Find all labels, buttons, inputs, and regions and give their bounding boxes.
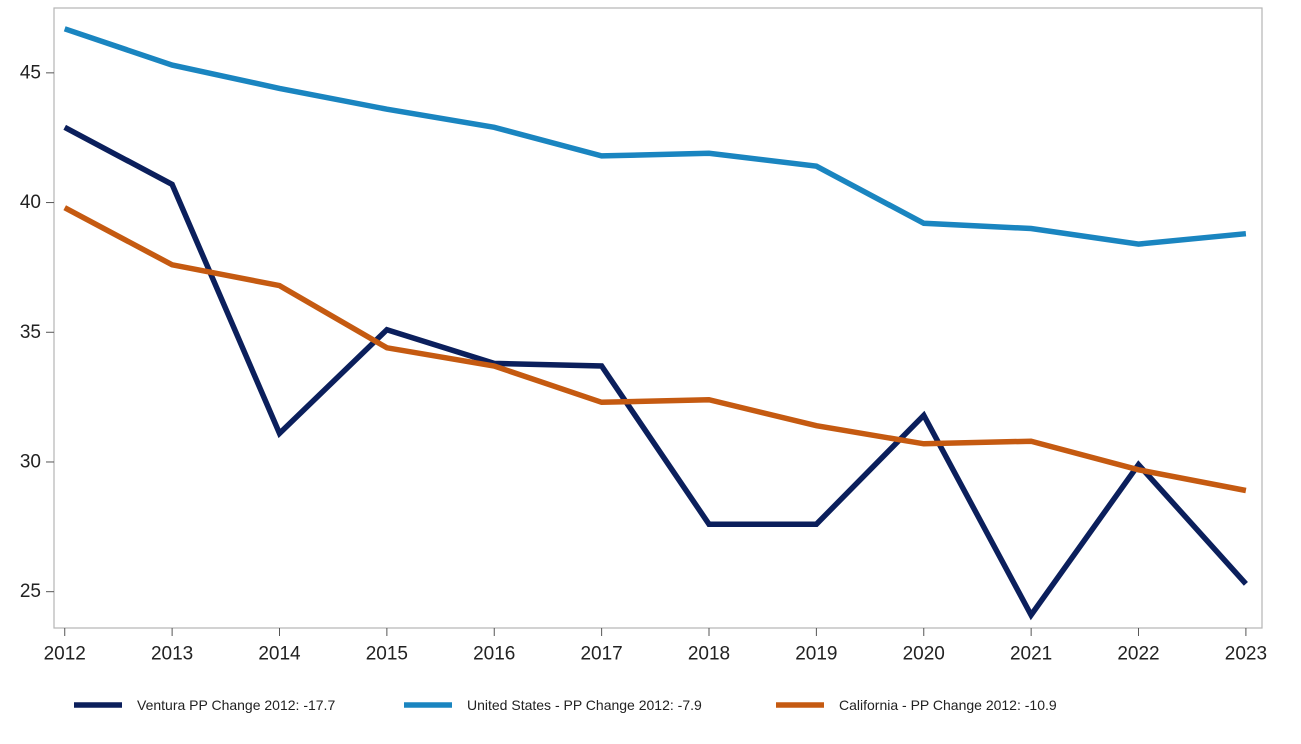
x-tick-label: 2019 [795,644,837,665]
x-tick-label: 2016 [473,644,515,665]
x-tick-label: 2021 [1010,644,1052,665]
legend-label-1: Ventura PP Change 2012: -17.7 [137,697,335,713]
series-lines [63,26,1248,621]
series-line-3 [63,205,1247,494]
x-tick-label: 2012 [44,644,86,665]
x-tick-label: 2022 [1117,644,1159,665]
x-tick-label: 2014 [258,644,301,665]
y-tick-label: 25 [20,581,41,602]
x-tick-label: 2015 [366,644,408,665]
series-line-2 [63,26,1247,247]
legend-label-2: United States - PP Change 2012: -7.9 [467,697,702,713]
x-tick-label: 2017 [580,644,622,665]
x-tick-label: 2023 [1225,644,1267,665]
y-axis: 25 30 35 40 45 [20,62,54,602]
x-tick-label: 2020 [903,644,945,665]
series-line-1 [63,124,1248,621]
legend-label-3: California - PP Change 2012: -10.9 [839,697,1057,713]
y-tick-label: 40 [20,192,41,213]
y-tick-label: 35 [20,322,41,343]
x-tick-label: 2018 [688,644,730,665]
legend: Ventura PP Change 2012: -17.7 United Stat… [74,697,1057,713]
x-tick-label: 2013 [151,644,193,665]
plot-frame [53,7,1263,629]
y-tick-label: 30 [20,451,41,472]
x-axis: 2012 2013 2014 2015 2016 2017 2018 2019 2020 2021… [44,628,1267,665]
y-tick-label: 45 [20,62,41,83]
